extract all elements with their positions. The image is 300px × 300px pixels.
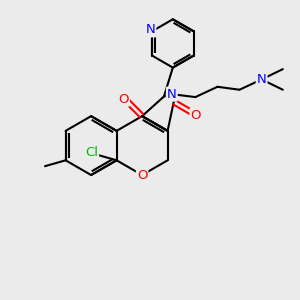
Text: N: N [167,88,177,100]
Text: N: N [146,23,155,36]
Text: O: O [118,93,129,106]
Text: O: O [190,109,201,122]
Text: Cl: Cl [85,146,98,159]
Text: N: N [257,73,266,86]
Text: O: O [137,169,147,182]
